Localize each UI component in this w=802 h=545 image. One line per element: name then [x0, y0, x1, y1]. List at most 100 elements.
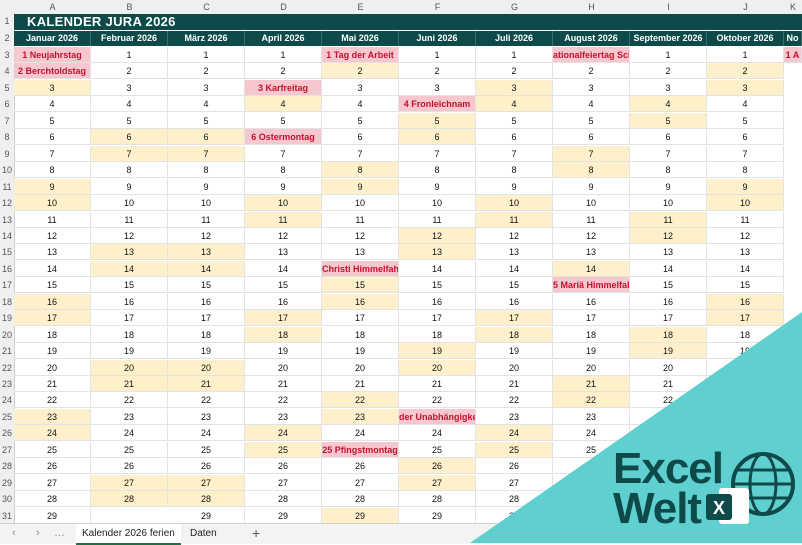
day-cell[interactable]: 5: [707, 112, 784, 129]
day-cell[interactable]: 28: [14, 491, 91, 508]
row-number[interactable]: 21: [1, 346, 12, 357]
day-cell[interactable]: 13: [399, 244, 476, 261]
day-cell[interactable]: 14: [476, 260, 553, 277]
day-cell[interactable]: 7: [553, 145, 630, 162]
day-cell[interactable]: 17: [245, 310, 322, 327]
day-cell[interactable]: 15: [91, 277, 168, 294]
day-cell[interactable]: 22: [245, 392, 322, 409]
day-cell[interactable]: 10: [553, 195, 630, 212]
day-cell[interactable]: 24: [91, 425, 168, 442]
day-cell[interactable]: 6: [476, 129, 553, 146]
day-cell[interactable]: 29: [476, 507, 553, 523]
day-cell[interactable]: 19: [91, 343, 168, 360]
day-cell[interactable]: 4: [245, 96, 322, 113]
day-cell[interactable]: 3 Karfreitag: [245, 79, 322, 96]
day-cell[interactable]: 24: [630, 425, 707, 442]
day-cell[interactable]: 25: [168, 441, 245, 458]
day-cell[interactable]: 14: [14, 260, 91, 277]
day-cell[interactable]: 13: [245, 244, 322, 261]
day-cell[interactable]: 19: [399, 343, 476, 360]
day-cell[interactable]: 8: [245, 162, 322, 179]
day-cell[interactable]: 11: [476, 211, 553, 228]
column-letter[interactable]: J: [743, 2, 748, 12]
row-number[interactable]: 10: [1, 165, 12, 176]
row-number[interactable]: 11: [2, 181, 12, 192]
column-header-bar[interactable]: A B C D E F G H I J K: [14, 0, 802, 15]
day-cell[interactable]: 29: [168, 507, 245, 523]
month-header[interactable]: September 2026: [630, 31, 707, 46]
day-cell[interactable]: 28: [168, 491, 245, 508]
day-cell[interactable]: 26: [399, 458, 476, 475]
day-cell[interactable]: 18: [91, 326, 168, 343]
day-cell[interactable]: 17: [707, 310, 784, 327]
day-cell[interactable]: 23: [476, 408, 553, 425]
month-header[interactable]: Mai 2026: [322, 31, 399, 46]
select-all-corner[interactable]: [0, 0, 15, 15]
row-number[interactable]: 15: [1, 247, 12, 258]
day-cell[interactable]: 6: [553, 129, 630, 146]
day-cell[interactable]: 4 Fronleichnam: [399, 96, 476, 113]
day-cell[interactable]: 9: [322, 178, 399, 195]
day-cell[interactable]: 9: [630, 178, 707, 195]
day-cell[interactable]: 7: [168, 145, 245, 162]
day-cell[interactable]: 6: [168, 129, 245, 146]
day-cell[interactable]: 7: [14, 145, 91, 162]
day-cell[interactable]: 9: [553, 178, 630, 195]
day-cell[interactable]: 18: [168, 326, 245, 343]
day-cell[interactable]: 29: [14, 507, 91, 523]
day-cell[interactable]: 7: [707, 145, 784, 162]
day-cell[interactable]: 10: [630, 195, 707, 212]
day-cell[interactable]: 22: [91, 392, 168, 409]
day-cell[interactable]: 7: [630, 145, 707, 162]
day-cell[interactable]: 2 Berchtoldstag: [14, 63, 91, 80]
day-cell[interactable]: 17: [630, 310, 707, 327]
day-cell[interactable]: 9: [91, 178, 168, 195]
month-header[interactable]: Februar 2026: [91, 31, 168, 46]
day-cell[interactable]: 13: [553, 244, 630, 261]
day-cell[interactable]: 20: [322, 359, 399, 376]
day-cell[interactable]: 25 Pfingstmontag: [322, 441, 399, 458]
day-cell[interactable]: 20: [91, 359, 168, 376]
day-cell[interactable]: 8: [399, 162, 476, 179]
row-number[interactable]: 28: [1, 461, 12, 472]
day-cell[interactable]: 21: [476, 376, 553, 392]
day-cell[interactable]: 9: [245, 178, 322, 195]
day-cell[interactable]: 8: [707, 162, 784, 179]
day-cell[interactable]: 23: [168, 408, 245, 425]
day-cell[interactable]: 5: [553, 112, 630, 129]
day-cell[interactable]: 11: [707, 211, 784, 228]
day-cell[interactable]: 24: [245, 425, 322, 442]
day-cell[interactable]: 5: [322, 112, 399, 129]
column-letter[interactable]: A: [49, 2, 56, 12]
day-cell[interactable]: 1 Tag der Arbeit: [322, 47, 399, 63]
row-number[interactable]: 4: [4, 66, 10, 77]
day-cell[interactable]: 1: [707, 47, 784, 63]
day-cell[interactable]: 11: [91, 211, 168, 228]
day-cell[interactable]: 3: [322, 79, 399, 96]
day-cell[interactable]: 18: [245, 326, 322, 343]
row-number[interactable]: 23: [1, 379, 12, 389]
row-number[interactable]: 25: [1, 411, 12, 422]
day-cell[interactable]: 9: [14, 178, 91, 195]
column-letter[interactable]: C: [203, 2, 210, 12]
day-cell[interactable]: 4: [476, 96, 553, 113]
day-cell[interactable]: 20: [476, 359, 553, 376]
day-cell[interactable]: 1: [91, 47, 168, 63]
day-cell[interactable]: 23: [630, 408, 707, 425]
day-cell[interactable]: 8: [630, 162, 707, 179]
day-cell[interactable]: 27: [322, 474, 399, 491]
day-cell[interactable]: 9: [168, 178, 245, 195]
day-cell[interactable]: 12: [168, 227, 245, 244]
day-cell[interactable]: 2: [553, 63, 630, 80]
day-cell[interactable]: 28: [245, 491, 322, 508]
day-cell[interactable]: 16: [630, 293, 707, 310]
day-cell[interactable]: 20: [14, 359, 91, 376]
day-cell[interactable]: 15: [476, 277, 553, 294]
day-cell[interactable]: 5: [399, 112, 476, 129]
row-number[interactable]: 18: [1, 296, 12, 307]
tab-kalender-2026-ferien[interactable]: Kalender 2026 ferien: [76, 524, 181, 545]
day-cell[interactable]: 2: [707, 63, 784, 80]
day-cell[interactable]: 4: [630, 96, 707, 113]
day-cell[interactable]: 20: [168, 359, 245, 376]
day-cell[interactable]: 1: [168, 47, 245, 63]
